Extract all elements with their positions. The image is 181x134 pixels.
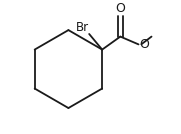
- Text: O: O: [115, 2, 125, 15]
- Text: Br: Br: [75, 21, 89, 34]
- Text: O: O: [139, 38, 149, 51]
